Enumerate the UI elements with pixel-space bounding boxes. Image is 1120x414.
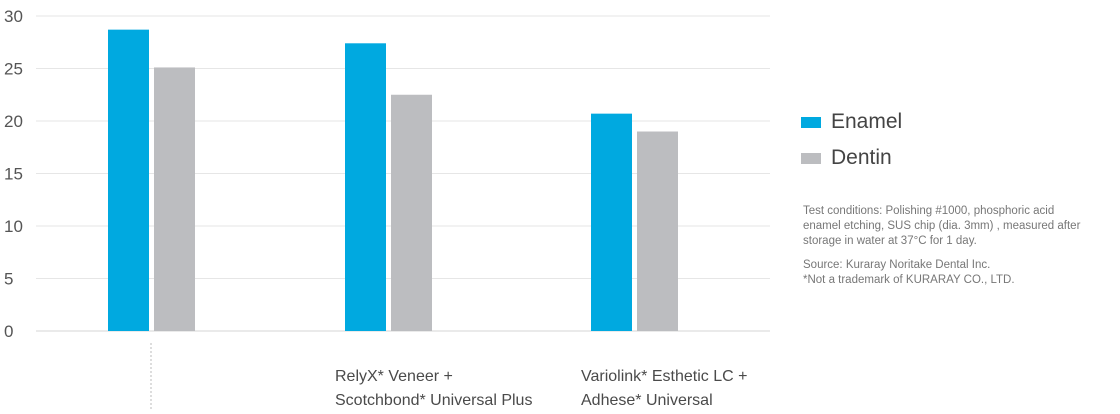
- y-axis-ticks: 0 5 10 15 20 25 30: [4, 7, 23, 341]
- note-line: Test conditions: Polishing #1000, phosph…: [803, 205, 1055, 217]
- legend: Enamel Dentin: [801, 104, 902, 176]
- category-label: Variolink* Esthetic LC +: [581, 368, 747, 385]
- legend-swatch-enamel: [801, 116, 821, 128]
- category-labels: RelyX* Veneer + Scotchbond* Universal Plu…: [335, 368, 747, 409]
- source-note: Source: Kuraray Noritake Dental Inc. *No…: [803, 258, 1115, 288]
- note-line: enamel etching, SUS chip (dia. 3mm) , me…: [803, 220, 1081, 232]
- bar-enamel: [108, 29, 149, 332]
- y-tick-label: 30: [4, 7, 23, 26]
- bar-enamel: [345, 43, 386, 332]
- bar-dentin: [391, 94, 432, 331]
- bar-chart: 0 5 10 15 20 25 30 RelyX* Veneer + Scotchbond* …: [4, 7, 770, 410]
- legend-item-enamel: Enamel: [801, 104, 902, 140]
- y-tick-label: 25: [4, 60, 23, 79]
- y-tick-label: 15: [4, 165, 23, 184]
- chart-notes: Test conditions: Polishing #1000, phosph…: [803, 204, 1115, 297]
- category-label: Adhese* Universal: [581, 392, 713, 409]
- bar-dentin: [637, 131, 678, 331]
- category-label: RelyX* Veneer +: [335, 368, 453, 385]
- legend-label-enamel: Enamel: [831, 110, 903, 133]
- bar-enamel: [591, 113, 632, 332]
- legend-label-dentin: Dentin: [831, 146, 892, 169]
- legend-swatch-dentin: [801, 152, 821, 164]
- note-line: Source: Kuraray Noritake Dental Inc.: [803, 259, 991, 271]
- y-tick-label: 0: [4, 322, 13, 341]
- test-conditions-note: Test conditions: Polishing #1000, phosph…: [803, 204, 1115, 249]
- legend-item-dentin: Dentin: [801, 140, 902, 176]
- y-tick-label: 5: [4, 270, 13, 289]
- y-tick-label: 20: [4, 112, 23, 131]
- bar-dentin: [154, 67, 195, 331]
- category-label: Scotchbond* Universal Plus: [335, 392, 532, 409]
- bars: [108, 29, 678, 332]
- note-line: storage in water at 37°C for 1 day.: [803, 235, 977, 247]
- note-line: *Not a trademark of KURARAY CO., LTD.: [803, 274, 1015, 286]
- y-tick-label: 10: [4, 217, 23, 236]
